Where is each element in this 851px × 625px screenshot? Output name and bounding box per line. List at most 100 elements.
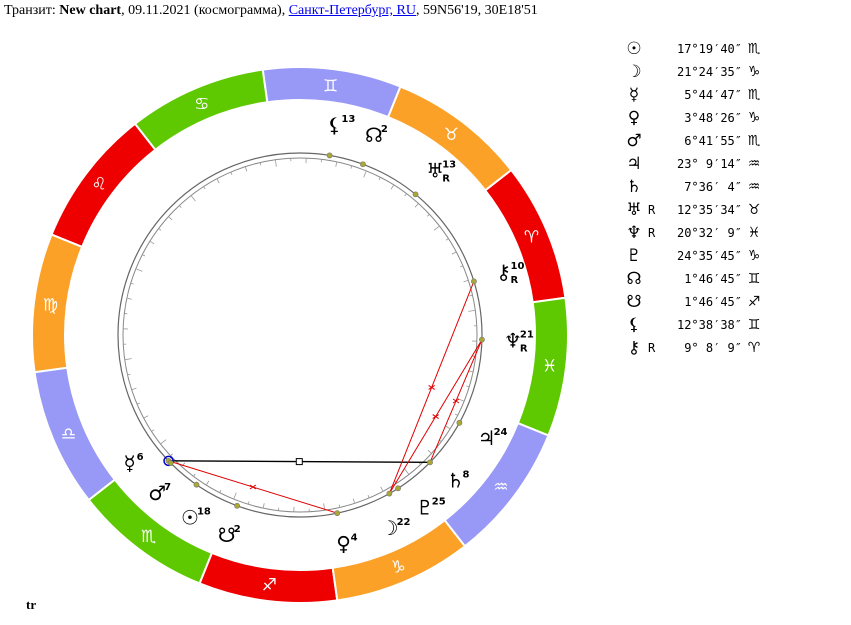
degree-tick xyxy=(274,159,277,167)
degree-tick xyxy=(335,161,338,167)
north-node-glyph-icon: ☊ xyxy=(365,123,383,147)
degree-tick xyxy=(130,282,134,285)
sign-icon: ♏ xyxy=(747,86,761,103)
venus-glyph-icon: ♀ xyxy=(336,531,351,555)
sign-icon: ♉ xyxy=(747,201,761,218)
planet-dot xyxy=(386,490,393,497)
position-row-uranus: ♅ R 12°35′34″ ♉ xyxy=(620,198,766,221)
degree-tick xyxy=(363,170,367,178)
sign-icon: ♐ xyxy=(747,293,761,310)
planet-positions-table: ☉ 17°19′40″ ♏ ☽ 21°24′35″ ♑ ☿ 5°44′47″ ♏ ♀ 3°48′26… xyxy=(620,37,766,359)
sign-segment-pisces xyxy=(516,296,569,437)
mercury-degree-label: 6 xyxy=(137,452,144,463)
degree-tick xyxy=(390,184,395,190)
planet-dot xyxy=(360,161,366,168)
pluto-icon: ♇ xyxy=(626,245,642,266)
degree-tick xyxy=(338,504,341,508)
degree-tick xyxy=(190,195,196,202)
sign-icon: ♊ xyxy=(747,316,761,333)
planet-south-node[interactable]: ☋2 xyxy=(218,502,241,547)
degree-tick xyxy=(158,228,162,231)
degree-tick xyxy=(367,495,370,499)
mercury-glyph-icon: ☿ xyxy=(124,451,136,475)
position-degree: 12°38′38″ xyxy=(676,317,742,332)
venus-degree-label: 4 xyxy=(351,532,358,543)
degree-tick xyxy=(380,486,384,492)
planet-markers: ☉18☽22☿ 6♀ 4♂7♃24♄8♅13R♆21R♇25☊2☋2⚸ 13⚷ 10R xyxy=(124,113,534,556)
planet-venus[interactable]: ♀ 4 xyxy=(334,510,358,556)
position-degree: 24°35′45″ xyxy=(676,248,742,263)
planet-dot xyxy=(193,481,200,488)
sign-icon: ♒ xyxy=(747,178,761,195)
position-degree: 21°24′35″ xyxy=(676,64,742,79)
north-node-degree-label: 2 xyxy=(381,124,388,135)
chart-coords: , 59N56'19, 30E18'51 xyxy=(416,3,538,18)
planet-saturn[interactable]: ♄8 xyxy=(427,459,469,493)
sign-glyph-leo: ♌ xyxy=(92,175,107,195)
moon-glyph-icon: ☽ xyxy=(381,516,399,540)
position-row-moon: ☽ 21°24′35″ ♑ xyxy=(620,60,766,83)
mars-glyph-icon: ♂ xyxy=(148,481,166,505)
retrograde-flag: R xyxy=(648,340,656,355)
degree-tick xyxy=(352,498,356,504)
saturn-glyph-icon: ♄ xyxy=(446,469,464,493)
inner-circle-inner xyxy=(122,157,478,513)
planet-north-node[interactable]: ☊2 xyxy=(360,123,388,168)
degree-tick xyxy=(378,177,381,181)
sign-glyph-virgo: ♍ xyxy=(43,295,58,315)
planet-dot xyxy=(326,152,333,159)
neptune-retro-label: R xyxy=(520,343,528,354)
planet-moon[interactable]: ☽22 xyxy=(381,490,411,540)
position-row-neptune: ♆ R 20°32′ 9″ ♓ xyxy=(620,221,766,244)
aspect-marker xyxy=(432,414,439,420)
header-prefix: Транзит: xyxy=(4,3,60,18)
planet-lilith[interactable]: ⚸ 13 xyxy=(326,113,355,159)
uranus-icon: ♅ xyxy=(626,199,642,220)
planet-dot xyxy=(471,278,477,285)
sign-icon: ♑ xyxy=(747,109,761,126)
position-row-mars: ♂ 6°41′55″ ♏ xyxy=(620,129,766,152)
degree-tick xyxy=(414,203,419,208)
planet-mars[interactable]: ♂7 xyxy=(148,460,174,505)
mercury-highlight xyxy=(163,455,174,467)
degree-tick xyxy=(404,468,410,475)
lilith-glyph-icon: ⚸ xyxy=(327,113,342,137)
planet-sun[interactable]: ☉18 xyxy=(181,481,211,529)
north-node-icon: ☊ xyxy=(626,268,642,289)
degree-tick xyxy=(143,415,149,419)
sign-glyph-libra: ♎ xyxy=(61,424,76,444)
neptune-degree-label: 21 xyxy=(520,329,534,340)
aspect-marker xyxy=(452,398,460,404)
degree-tick xyxy=(451,251,457,255)
sign-glyph-gemini: ♊ xyxy=(323,76,338,96)
degree-tick xyxy=(469,294,473,297)
mercury-icon: ☿ xyxy=(628,84,640,105)
degree-tick xyxy=(244,166,248,172)
sign-glyph-pisces: ♓ xyxy=(542,357,557,377)
degree-tick xyxy=(142,254,146,257)
position-degree: 7°36′ 4″ xyxy=(684,179,742,194)
position-degree: 1°46′45″ xyxy=(684,271,742,286)
footer-label: tr xyxy=(26,597,37,612)
planet-neptune[interactable]: ♆21 R xyxy=(479,328,534,354)
position-degree: 6°41′55″ xyxy=(684,133,742,148)
jupiter-glyph-icon: ♃ xyxy=(478,426,496,450)
position-degree: 23° 9′14″ xyxy=(676,156,742,171)
retrograde-flag: R xyxy=(648,225,656,240)
position-row-north-node: ☊ 1°46′45″ ♊ xyxy=(620,267,766,290)
uranus-degree-label: 13 xyxy=(442,159,456,170)
saturn-degree-label: 8 xyxy=(462,470,469,481)
location-link[interactable]: Санкт-Петербург, RU xyxy=(288,3,417,18)
planet-pluto[interactable]: ♇25 xyxy=(395,485,446,520)
chart-header: Транзит: New chart, 09.11.2021 (космогра… xyxy=(4,3,538,19)
uranus-glyph-icon: ♅ xyxy=(426,158,444,182)
planet-mercury[interactable]: ☿ 6 xyxy=(124,451,174,475)
planet-chiron[interactable]: ⚷ 10 R xyxy=(471,260,524,286)
degree-tick xyxy=(247,501,250,505)
position-row-south-node: ☋ 1°46′45″ ♐ xyxy=(620,290,766,313)
planet-uranus[interactable]: ♅13 R xyxy=(412,158,456,198)
degree-tick xyxy=(230,171,233,175)
planet-jupiter[interactable]: ♃24 xyxy=(456,419,508,450)
planet-dot xyxy=(234,502,240,509)
